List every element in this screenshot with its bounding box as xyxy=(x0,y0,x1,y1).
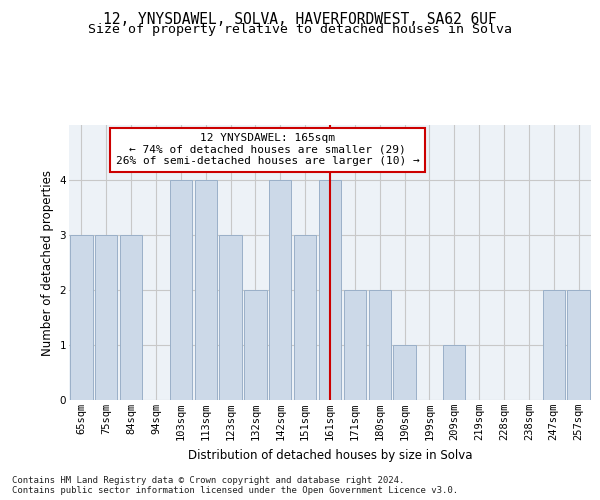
X-axis label: Distribution of detached houses by size in Solva: Distribution of detached houses by size … xyxy=(188,448,472,462)
Bar xyxy=(95,235,118,400)
Bar xyxy=(294,235,316,400)
Text: Size of property relative to detached houses in Solva: Size of property relative to detached ho… xyxy=(88,22,512,36)
Text: Contains HM Land Registry data © Crown copyright and database right 2024.
Contai: Contains HM Land Registry data © Crown c… xyxy=(12,476,458,495)
Bar xyxy=(220,235,242,400)
Bar xyxy=(269,180,292,400)
Bar xyxy=(244,290,266,400)
Bar xyxy=(394,345,416,400)
Bar xyxy=(368,290,391,400)
Bar xyxy=(568,290,590,400)
Text: 12 YNYSDAWEL: 165sqm
← 74% of detached houses are smaller (29)
26% of semi-detac: 12 YNYSDAWEL: 165sqm ← 74% of detached h… xyxy=(116,133,420,166)
Bar xyxy=(344,290,366,400)
Y-axis label: Number of detached properties: Number of detached properties xyxy=(41,170,54,356)
Bar xyxy=(542,290,565,400)
Bar xyxy=(70,235,92,400)
Bar xyxy=(194,180,217,400)
Bar xyxy=(120,235,142,400)
Bar xyxy=(443,345,466,400)
Bar xyxy=(319,180,341,400)
Bar xyxy=(170,180,192,400)
Text: 12, YNYSDAWEL, SOLVA, HAVERFORDWEST, SA62 6UF: 12, YNYSDAWEL, SOLVA, HAVERFORDWEST, SA6… xyxy=(103,12,497,28)
